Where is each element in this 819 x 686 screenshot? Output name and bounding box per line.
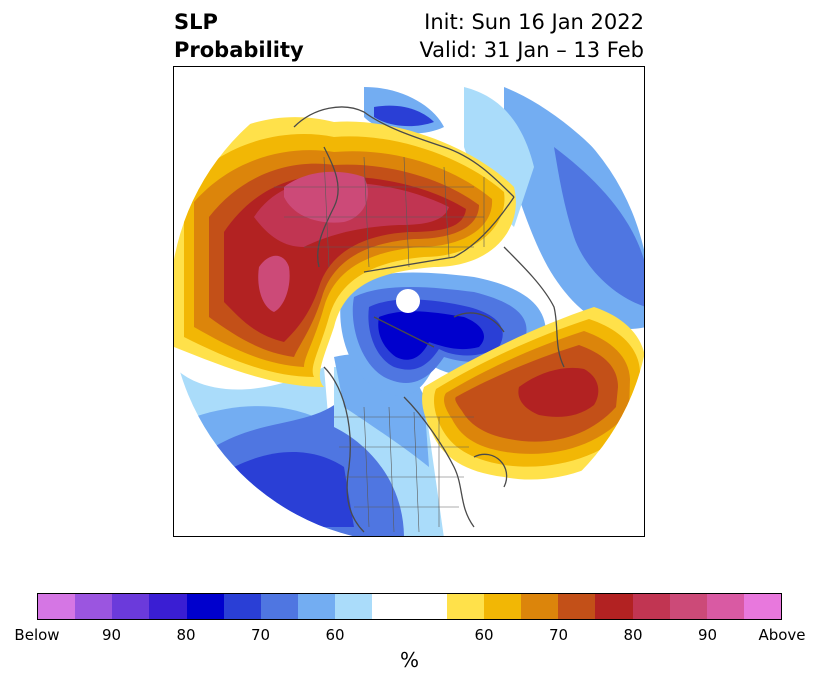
colorbar-swatch	[743, 594, 782, 619]
colorbar-tick-label: 80	[623, 626, 643, 644]
colorbar-swatch	[669, 594, 707, 619]
pole-marker	[396, 289, 420, 313]
title-left: SLP Probability	[174, 8, 304, 64]
colorbar-tick-label: 90	[101, 626, 122, 644]
colorbar-tick-label: 70	[548, 626, 569, 644]
colorbar-swatch	[595, 594, 633, 619]
deep-blue-region-south	[234, 452, 354, 527]
colorbar-swatch	[632, 594, 670, 619]
colorbar-swatch	[223, 594, 261, 619]
colorbar-tick-label: 70	[250, 626, 271, 644]
deep-blue-patch-north	[374, 105, 434, 127]
title-right: Init: Sun 16 Jan 2022 Valid: 31 Jan – 13…	[419, 8, 644, 64]
light-blue-northeast	[464, 87, 534, 227]
colorbar-tick-label: 60	[474, 626, 494, 644]
colorbar-swatch	[186, 594, 224, 619]
red-high-east	[518, 367, 599, 417]
colorbar-swatch	[38, 594, 76, 619]
colorbar-tick-label: 80	[176, 626, 196, 644]
colorbar-tick-label: Above	[758, 626, 806, 644]
colorbar	[37, 593, 782, 620]
arctic-low-center	[378, 311, 484, 360]
colorbar-swatch	[706, 594, 744, 619]
colorbar-ticks: Below 90 80 70 60 60 70 80 90 Above	[14, 626, 805, 646]
colorbar-swatch	[260, 594, 299, 619]
colorbar-swatch	[558, 594, 596, 619]
colorbar-swatch	[298, 594, 336, 619]
title-field: Probability	[174, 38, 304, 62]
magenta-high-spot	[258, 255, 290, 312]
colorbar-swatch	[483, 594, 522, 619]
colorbar-swatch	[75, 594, 113, 619]
colorbar-swatch	[521, 594, 559, 619]
colorbar-unit-label: %	[399, 648, 419, 672]
colorbar-tick-label: 60	[325, 626, 345, 644]
borders	[274, 156, 485, 533]
colorbar-swatch	[112, 594, 150, 619]
valid-range: Valid: 31 Jan – 13 Feb	[419, 38, 644, 62]
colorbar-swatch	[149, 594, 187, 619]
title-variable: SLP	[174, 10, 218, 34]
colorbar-swatch	[446, 594, 484, 619]
colorbar-swatch	[335, 594, 373, 619]
init-date: Init: Sun 16 Jan 2022	[424, 10, 644, 34]
colorbar-swatch	[372, 594, 410, 619]
probability-map	[174, 67, 644, 536]
colorbar-tick-label: 90	[697, 626, 718, 644]
colorbar-tick-label: Below	[14, 626, 60, 644]
coastlines	[293, 106, 565, 533]
map-panel	[173, 66, 645, 537]
colorbar-swatch	[409, 594, 447, 619]
medium-blue-east	[554, 147, 644, 307]
